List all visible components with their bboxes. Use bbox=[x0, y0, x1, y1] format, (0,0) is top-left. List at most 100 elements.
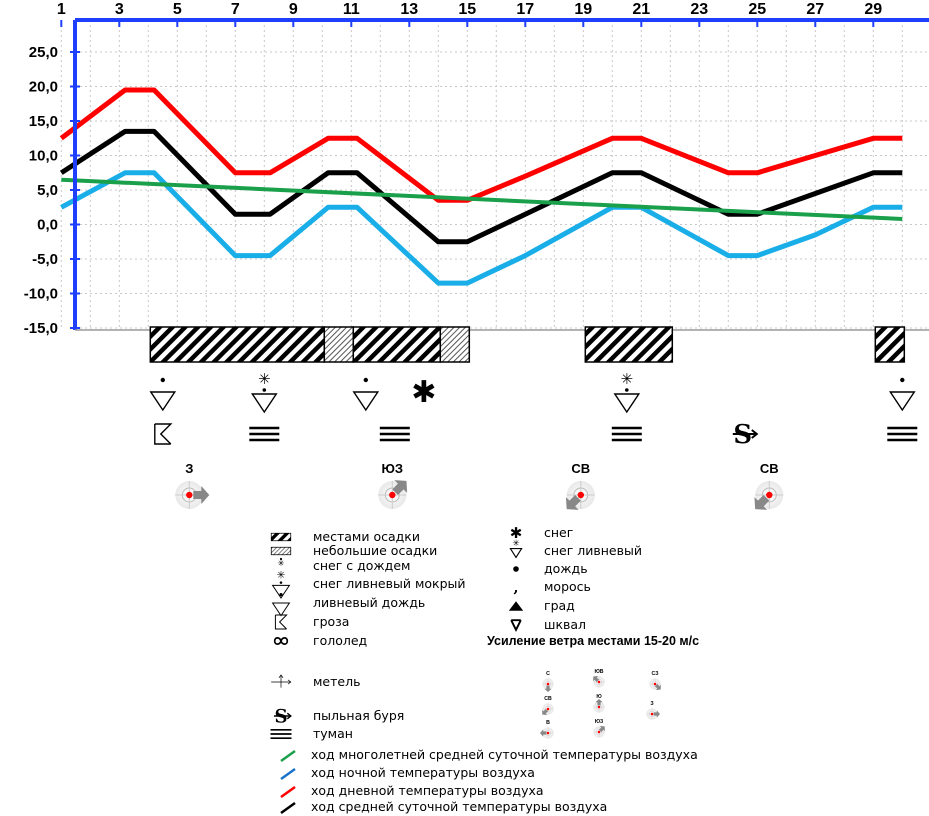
shower-triangle bbox=[271, 602, 291, 617]
legend-left-item: пыльная буря bbox=[313, 708, 404, 723]
wind-arrow bbox=[392, 480, 408, 495]
blizzard-icon bbox=[271, 674, 292, 688]
snow-star: ✳ bbox=[277, 558, 284, 568]
dust-storm-icon: S bbox=[732, 420, 759, 450]
wind-center-dot bbox=[389, 491, 396, 499]
precip-bar bbox=[439, 326, 471, 363]
legend-left-item: метель bbox=[313, 674, 360, 689]
legend-label: туман bbox=[313, 726, 353, 741]
legend-left-item: туман bbox=[313, 726, 353, 741]
legend-label: гроза bbox=[313, 614, 350, 629]
rain-dot bbox=[625, 388, 629, 392]
legend-right-item: снег bbox=[544, 525, 573, 540]
line-legend-item: ход средней суточной температуры воздуха bbox=[311, 799, 607, 814]
wind-marker: ЮЗ bbox=[378, 461, 408, 509]
hail-icon bbox=[508, 601, 524, 611]
wind-arrow-shape bbox=[655, 684, 661, 690]
y-tick-label: 10,0 bbox=[29, 148, 58, 165]
snow-star: ✳ bbox=[512, 539, 519, 549]
thunderstorm-icon bbox=[274, 614, 288, 630]
legend-label: небольшие осадки bbox=[313, 543, 438, 558]
fog-icon bbox=[270, 728, 292, 740]
snow-star: ✳ bbox=[277, 569, 286, 581]
wind-marker: З bbox=[646, 701, 660, 720]
wind-arrow-shape bbox=[754, 495, 770, 510]
precip-bar bbox=[584, 326, 674, 363]
thunderstorm-icon bbox=[154, 423, 173, 445]
shower-triangle bbox=[149, 391, 177, 412]
shower-snow-wet-icon: ✳ bbox=[250, 370, 278, 414]
wind-marker: В bbox=[540, 720, 554, 739]
wind-center-dot bbox=[546, 707, 550, 711]
wind-label: СВ bbox=[544, 696, 552, 702]
hatch-swatch bbox=[270, 546, 292, 556]
legend-left-item: гроза bbox=[313, 614, 349, 629]
x-tick-label: 11 bbox=[343, 1, 360, 18]
legend-label: ливневый дождь bbox=[313, 595, 426, 610]
dust-arrowhead bbox=[286, 712, 292, 720]
rain-icon bbox=[513, 566, 519, 572]
wind-label: СВ bbox=[571, 461, 590, 476]
snow-rain-icon: ✳ bbox=[277, 557, 285, 568]
bolt bbox=[274, 614, 288, 630]
line-legend-swatch bbox=[280, 767, 296, 781]
hatch-swatch bbox=[270, 532, 292, 542]
wind-marker: СВ bbox=[542, 696, 554, 715]
legend-label: дождь bbox=[544, 561, 588, 576]
x-tick-label: 23 bbox=[690, 1, 708, 18]
legend-label: снег ливневый bbox=[544, 543, 642, 558]
y-tick-label: -5,0 bbox=[32, 251, 58, 268]
wind-arrow-shape bbox=[392, 480, 408, 495]
legend-left-item: небольшие осадки bbox=[313, 543, 437, 558]
line-legend-label: ход многолетней средней суточной темпера… bbox=[311, 747, 698, 762]
wind-center-dot bbox=[597, 705, 601, 709]
wind-legend-title: Усиление ветра местами 15-20 м/с bbox=[487, 634, 700, 648]
x-tick-label: 13 bbox=[400, 1, 418, 18]
y-tick-label: 15,0 bbox=[29, 113, 58, 130]
snow-star: ✳ bbox=[621, 370, 634, 388]
series-lines bbox=[59, 87, 903, 286]
wind-center-dot bbox=[766, 491, 773, 499]
y-tick-label: 25,0 bbox=[29, 44, 58, 61]
legend-label: морось bbox=[544, 579, 591, 594]
shower-triangle bbox=[352, 391, 380, 412]
legend-left-item: снег с дождем bbox=[313, 558, 410, 573]
snow-star: ✱ bbox=[510, 524, 523, 542]
rain-dot bbox=[513, 566, 519, 572]
wind-arrow-shape bbox=[542, 709, 548, 715]
x-tick-label: 7 bbox=[231, 1, 240, 18]
glaze-icon bbox=[273, 637, 289, 645]
dust-storm-icon: S bbox=[274, 706, 292, 727]
y-tick-label: 20,0 bbox=[29, 79, 58, 96]
series-line-night bbox=[60, 170, 903, 286]
y-tick-label: -10,0 bbox=[24, 286, 58, 303]
legend-label: град bbox=[544, 598, 575, 613]
y-tick-label: 0,0 bbox=[37, 217, 58, 234]
legend-left-item: снег ливневый мокрый bbox=[313, 576, 466, 591]
x-tick-label: 9 bbox=[289, 1, 298, 18]
legend-label: снег с дождем bbox=[313, 558, 411, 573]
legend-right-item: морось bbox=[544, 579, 591, 594]
x-tick-label: 19 bbox=[574, 1, 592, 18]
shower-triangle bbox=[613, 393, 641, 414]
shower-snow-icon: ✳ bbox=[509, 539, 523, 559]
legend-left-item: гололед bbox=[313, 633, 367, 648]
shower-triangle bbox=[271, 584, 291, 599]
weather-icons: ✳ ✱ ✳ S bbox=[149, 370, 918, 450]
line-legend-item: ход многолетней средней суточной темпера… bbox=[311, 747, 698, 762]
legend-label: снег bbox=[544, 525, 574, 540]
grid bbox=[60, 20, 929, 329]
legend-right-item: шквал bbox=[544, 617, 586, 632]
hatch-light-icon bbox=[270, 546, 292, 556]
blizzard-head bbox=[287, 679, 292, 685]
wind-arrow bbox=[655, 684, 661, 690]
wind-label: ЮЗ bbox=[382, 461, 404, 476]
x-tick-label: 21 bbox=[632, 1, 650, 18]
shower-snow-wet-icon: ✳ bbox=[271, 569, 291, 599]
shower-triangle bbox=[509, 548, 523, 559]
precip-bar bbox=[149, 326, 326, 363]
rain-dot bbox=[160, 377, 165, 383]
x-tick-label: 25 bbox=[748, 1, 766, 18]
wind-arrow bbox=[542, 709, 548, 715]
line-legend-swatch bbox=[280, 749, 296, 763]
